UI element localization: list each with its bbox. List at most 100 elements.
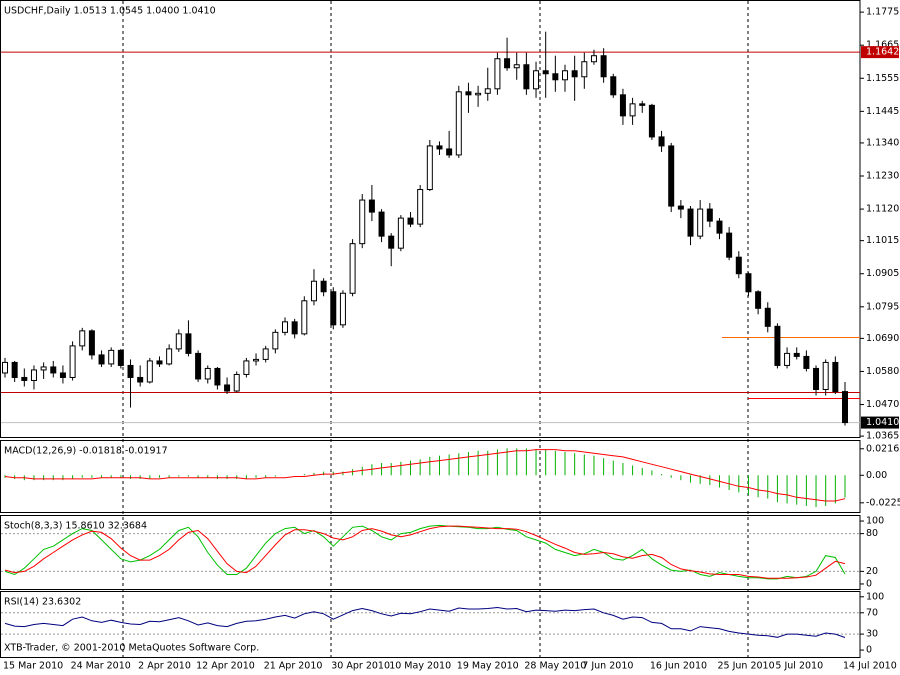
- candle-body: [397, 217, 404, 249]
- candle-body: [706, 208, 713, 222]
- y-tick-label: 1.0470: [866, 399, 899, 410]
- candle-body: [330, 291, 337, 326]
- period-separators: [122, 1, 749, 657]
- panel-title: MACD(12,26,9) -0.01818 -0.01917: [4, 446, 168, 457]
- candle-body: [513, 64, 520, 69]
- candle-body: [368, 199, 375, 213]
- candle-body: [204, 367, 211, 380]
- candle-body: [533, 70, 540, 90]
- y-tick-label: 1.0795: [866, 301, 899, 312]
- y-tick-label: 1.1665: [866, 40, 899, 51]
- y-tick-label: 1.1230: [866, 171, 899, 182]
- candle-body: [378, 211, 385, 237]
- level-price-box: [861, 46, 899, 59]
- candle-body: [233, 373, 240, 392]
- candle-body: [504, 58, 511, 69]
- panel-title: USDCHF,Daily 1.0513 1.0545 1.0400 1.0410: [4, 6, 216, 17]
- candle-body: [446, 148, 453, 156]
- candle-body: [195, 352, 202, 380]
- candle-body: [50, 366, 57, 374]
- stoch-line: [4, 524, 846, 580]
- candle-body: [619, 94, 626, 117]
- candle-body: [243, 360, 250, 375]
- candle-body: [21, 376, 28, 381]
- stoch-line: [4, 525, 846, 579]
- candle-body: [262, 348, 269, 360]
- candle-body: [668, 145, 675, 207]
- candle-body: [117, 349, 124, 366]
- candle-body: [832, 361, 839, 393]
- y-tick-label: 70: [866, 607, 878, 618]
- y-tick-label: 1.1015: [866, 235, 899, 246]
- level-price-label: 1.1642: [866, 47, 899, 58]
- panel-frame: [0, 440, 861, 513]
- candle-body: [697, 208, 704, 237]
- x-tick-label: 15 Mar 2010: [3, 661, 63, 672]
- candle-body: [523, 64, 530, 90]
- candle-body: [629, 103, 636, 117]
- y-tick-label: 1.1120: [866, 204, 899, 215]
- candle-body: [108, 349, 115, 365]
- candle-body: [648, 104, 655, 138]
- y-tick-label: 80: [866, 528, 878, 539]
- x-tick-label: 2 Apr 2010: [138, 661, 191, 672]
- candle-body: [562, 70, 568, 81]
- candle-body: [320, 280, 327, 293]
- panel-title: Stoch(8,3,3) 15.8610 32.3684: [4, 521, 147, 532]
- candle-body: [156, 360, 163, 365]
- candle-body: [455, 91, 462, 156]
- panel-frame: [0, 515, 861, 590]
- candle-body: [79, 330, 86, 347]
- y-tick-label: 30: [866, 629, 878, 640]
- y-tick-label: -0.0225: [866, 497, 900, 508]
- y-tick-label: 1.0690: [866, 333, 899, 344]
- candle-body: [745, 273, 752, 293]
- candle-body: [571, 70, 578, 78]
- candle-body: [436, 145, 443, 150]
- signal-line: [4, 449, 846, 502]
- candle-body: [726, 232, 733, 258]
- y-tick-label: 1.0580: [866, 366, 899, 377]
- candle-body: [11, 361, 18, 378]
- candle-body: [185, 333, 192, 354]
- candle-body: [600, 55, 607, 78]
- y-tick-label: 0: [866, 578, 872, 589]
- candle-body: [417, 189, 424, 225]
- candle-body: [465, 91, 472, 96]
- candle-body: [658, 136, 665, 147]
- candle-body: [764, 307, 771, 327]
- candle-body: [88, 330, 95, 356]
- candle-body: [735, 256, 742, 275]
- x-tick-label: 7 Jun 2010: [582, 661, 633, 672]
- candle-body: [774, 325, 781, 366]
- candle-body: [30, 369, 37, 381]
- candle-body: [214, 367, 221, 386]
- y-tick-label: 1.1445: [866, 106, 899, 117]
- candle-body: [253, 358, 260, 362]
- panel-frame: [0, 591, 861, 658]
- x-tick-label: 12 Apr 2010: [196, 661, 255, 672]
- panel-title: RSI(14) 23.6302: [4, 597, 81, 608]
- candle-body: [388, 235, 395, 249]
- candle-body: [822, 361, 829, 390]
- candle-body: [639, 103, 646, 106]
- candle-body: [610, 76, 617, 96]
- candle-body: [175, 333, 182, 350]
- y-tick-label: 20: [866, 566, 878, 577]
- panel-frame: [0, 0, 861, 438]
- last-price-label: 1.0410: [866, 417, 899, 428]
- candle-body: [359, 199, 366, 245]
- candle-body: [349, 243, 356, 294]
- candle-body: [166, 348, 173, 365]
- candle-body: [842, 391, 848, 424]
- x-tick-label: 30 Apr 2010: [331, 661, 390, 672]
- x-tick-label: 24 Mar 2010: [71, 661, 131, 672]
- candle-body: [301, 300, 308, 335]
- candle-body: [272, 331, 279, 350]
- candle-body: [813, 367, 820, 390]
- y-tick-label: 1.1555: [866, 73, 899, 84]
- candle-body: [677, 205, 684, 210]
- candle-body: [146, 360, 153, 383]
- candle-body: [426, 145, 433, 191]
